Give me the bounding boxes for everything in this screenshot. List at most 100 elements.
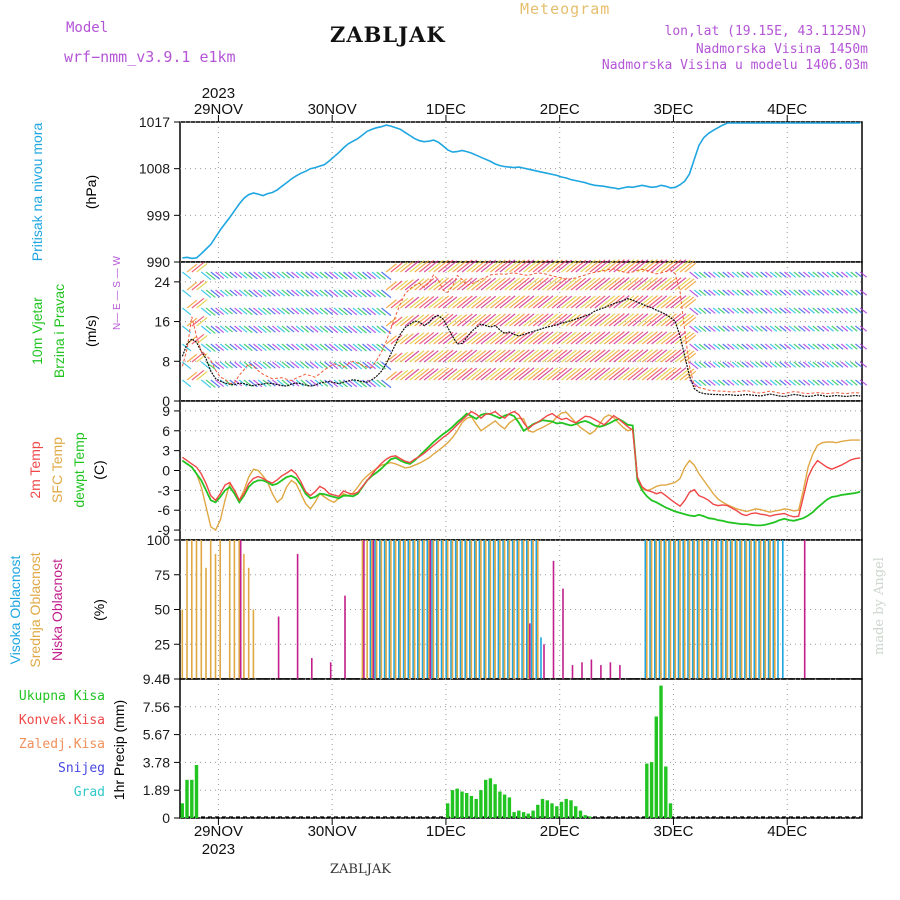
wind-barb-stroke <box>599 313 616 327</box>
wind-barb-stroke <box>655 259 672 273</box>
wind-barb-stroke <box>338 271 348 280</box>
cloud-high-ylabel: Visoka Oblacnost <box>7 556 23 665</box>
wind-barb-stroke <box>409 350 425 363</box>
wind-barb-stroke <box>674 277 691 291</box>
wind-barb-stroke <box>731 325 740 332</box>
wind-barb-stroke <box>603 295 620 309</box>
wind-barb-stroke <box>305 325 314 333</box>
wind-barb-stroke <box>783 361 792 368</box>
cloud-mid-bar <box>209 540 212 679</box>
wind-barb-stroke <box>366 343 377 352</box>
wind-barb-stroke <box>257 307 267 316</box>
wind-barb-stroke <box>765 271 773 278</box>
cloud-high-bar <box>710 540 713 679</box>
wind-barb-stroke <box>328 361 339 370</box>
wind-barb-stroke <box>433 349 450 363</box>
wind-barb-stroke <box>485 295 501 309</box>
wind-barb-stroke <box>655 349 672 363</box>
wind-barb-stroke <box>362 325 372 334</box>
wind-barb-stroke <box>741 307 749 314</box>
wind-barb-stroke <box>565 259 582 273</box>
wind-barb-stroke <box>513 277 530 291</box>
wind-barb-stroke <box>798 307 806 314</box>
wind-barb-stroke <box>447 350 463 363</box>
wind-barb-stroke <box>262 289 272 297</box>
wind-barb-stroke <box>722 325 730 332</box>
wind-barb-stroke <box>291 289 300 297</box>
wind-barb-stroke <box>537 259 554 273</box>
cloud-mid-bar <box>404 540 406 679</box>
wind-barb-stroke <box>248 343 258 352</box>
wind-barb-stroke <box>205 325 216 334</box>
wind-barb-stroke <box>731 307 740 314</box>
wind-barb-stroke <box>404 332 420 345</box>
wind-barb-stroke <box>670 367 687 381</box>
temp-sfc-ylabel: SFC Temp <box>49 437 65 503</box>
wind-barb-stroke <box>779 325 787 332</box>
wind-barb-stroke <box>807 289 815 296</box>
wind-barb-stroke <box>765 343 773 350</box>
wind-barb-stroke <box>200 379 212 389</box>
cloud-high-bar <box>782 540 784 679</box>
wind-barb-stroke <box>523 313 540 327</box>
wind-barb-stroke <box>565 295 582 309</box>
wind-barb-stroke <box>395 333 409 345</box>
wind-barb-stroke <box>580 349 596 363</box>
wind-barb-stroke <box>518 349 535 363</box>
wind-barb-stroke <box>205 343 216 352</box>
wind-barb-stroke <box>215 307 225 316</box>
wind-barb-stroke <box>840 379 849 386</box>
wind-barb-stroke <box>755 271 763 278</box>
wind-barb-stroke <box>490 367 506 381</box>
cloud-mid-bar <box>702 540 705 679</box>
cloud-mid-bar <box>759 540 762 679</box>
wind-barb-stroke <box>428 349 444 363</box>
wind-barb-stroke <box>309 361 319 369</box>
wind-barb-stroke <box>641 349 658 363</box>
wind-barb-stroke <box>423 332 439 345</box>
wind-barb-stroke <box>281 307 290 315</box>
wind-barb-stroke <box>532 313 549 327</box>
wind-barb-stroke <box>731 379 740 386</box>
precip-panel-frame <box>179 678 863 819</box>
wind-barb-stroke <box>276 307 286 315</box>
wind-barb-stroke <box>855 379 863 386</box>
wind-barb-stroke <box>760 361 768 368</box>
wind-barb-stroke <box>708 325 716 332</box>
wind-barb-stroke <box>637 259 654 273</box>
wind-barb-stroke <box>475 331 492 345</box>
wind-barb-stroke <box>613 331 630 345</box>
wind-barb-stroke <box>504 367 521 381</box>
cloud-high-bar <box>535 540 538 679</box>
wind-barb-stroke <box>812 325 820 332</box>
wind-barb-stroke <box>347 325 358 334</box>
wind-barb-stroke <box>698 271 707 279</box>
wind-barb-stroke <box>243 307 253 316</box>
wind-barb-stroke <box>741 379 749 386</box>
precip-bar <box>545 800 549 818</box>
wind-barb-stroke <box>618 259 635 273</box>
wind-barb-stroke <box>603 313 620 327</box>
cloud-low-bar <box>529 623 531 679</box>
wind-barb-stroke <box>599 367 616 381</box>
wind-barb-stroke <box>461 295 478 309</box>
wind-barb-stroke <box>362 361 372 370</box>
wind-barb-stroke <box>727 379 735 386</box>
wind-barb-stroke <box>428 277 444 291</box>
wind-barb-stroke <box>475 259 492 273</box>
wind-barb-stroke <box>826 343 834 350</box>
wind-barb-stroke <box>561 331 577 345</box>
cloud-mid-bar <box>769 540 771 679</box>
wind-barb-stroke <box>409 332 425 345</box>
cloud-high-bar <box>729 540 732 679</box>
wind-barb-stroke <box>627 313 644 327</box>
wind-barb-stroke <box>433 313 450 327</box>
wind-barb-stroke <box>286 325 295 333</box>
wind-barb-stroke <box>333 343 344 352</box>
cloud-mid-bar <box>674 540 677 679</box>
wind-barb-stroke <box>646 313 663 327</box>
wind-barb-stroke <box>343 361 353 370</box>
cloud-high-bar <box>691 540 694 679</box>
wind-barb-stroke <box>219 289 229 297</box>
